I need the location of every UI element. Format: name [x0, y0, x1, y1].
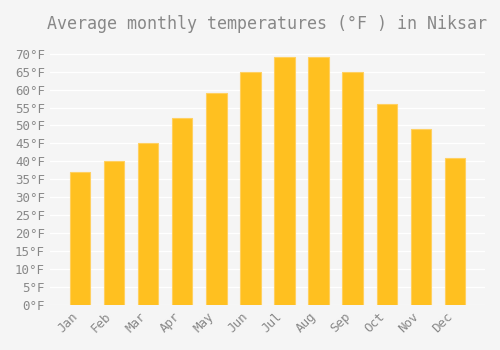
Bar — [70, 172, 90, 305]
Bar — [376, 104, 397, 305]
Title: Average monthly temperatures (°F ) in Niksar: Average monthly temperatures (°F ) in Ni… — [48, 15, 488, 33]
Bar — [104, 161, 124, 305]
Bar — [445, 158, 465, 305]
Bar — [274, 57, 294, 305]
Bar — [342, 72, 363, 305]
Bar — [138, 144, 158, 305]
Bar — [172, 118, 193, 305]
Bar — [206, 93, 227, 305]
Bar — [240, 72, 260, 305]
Bar — [410, 129, 431, 305]
Bar — [308, 57, 329, 305]
